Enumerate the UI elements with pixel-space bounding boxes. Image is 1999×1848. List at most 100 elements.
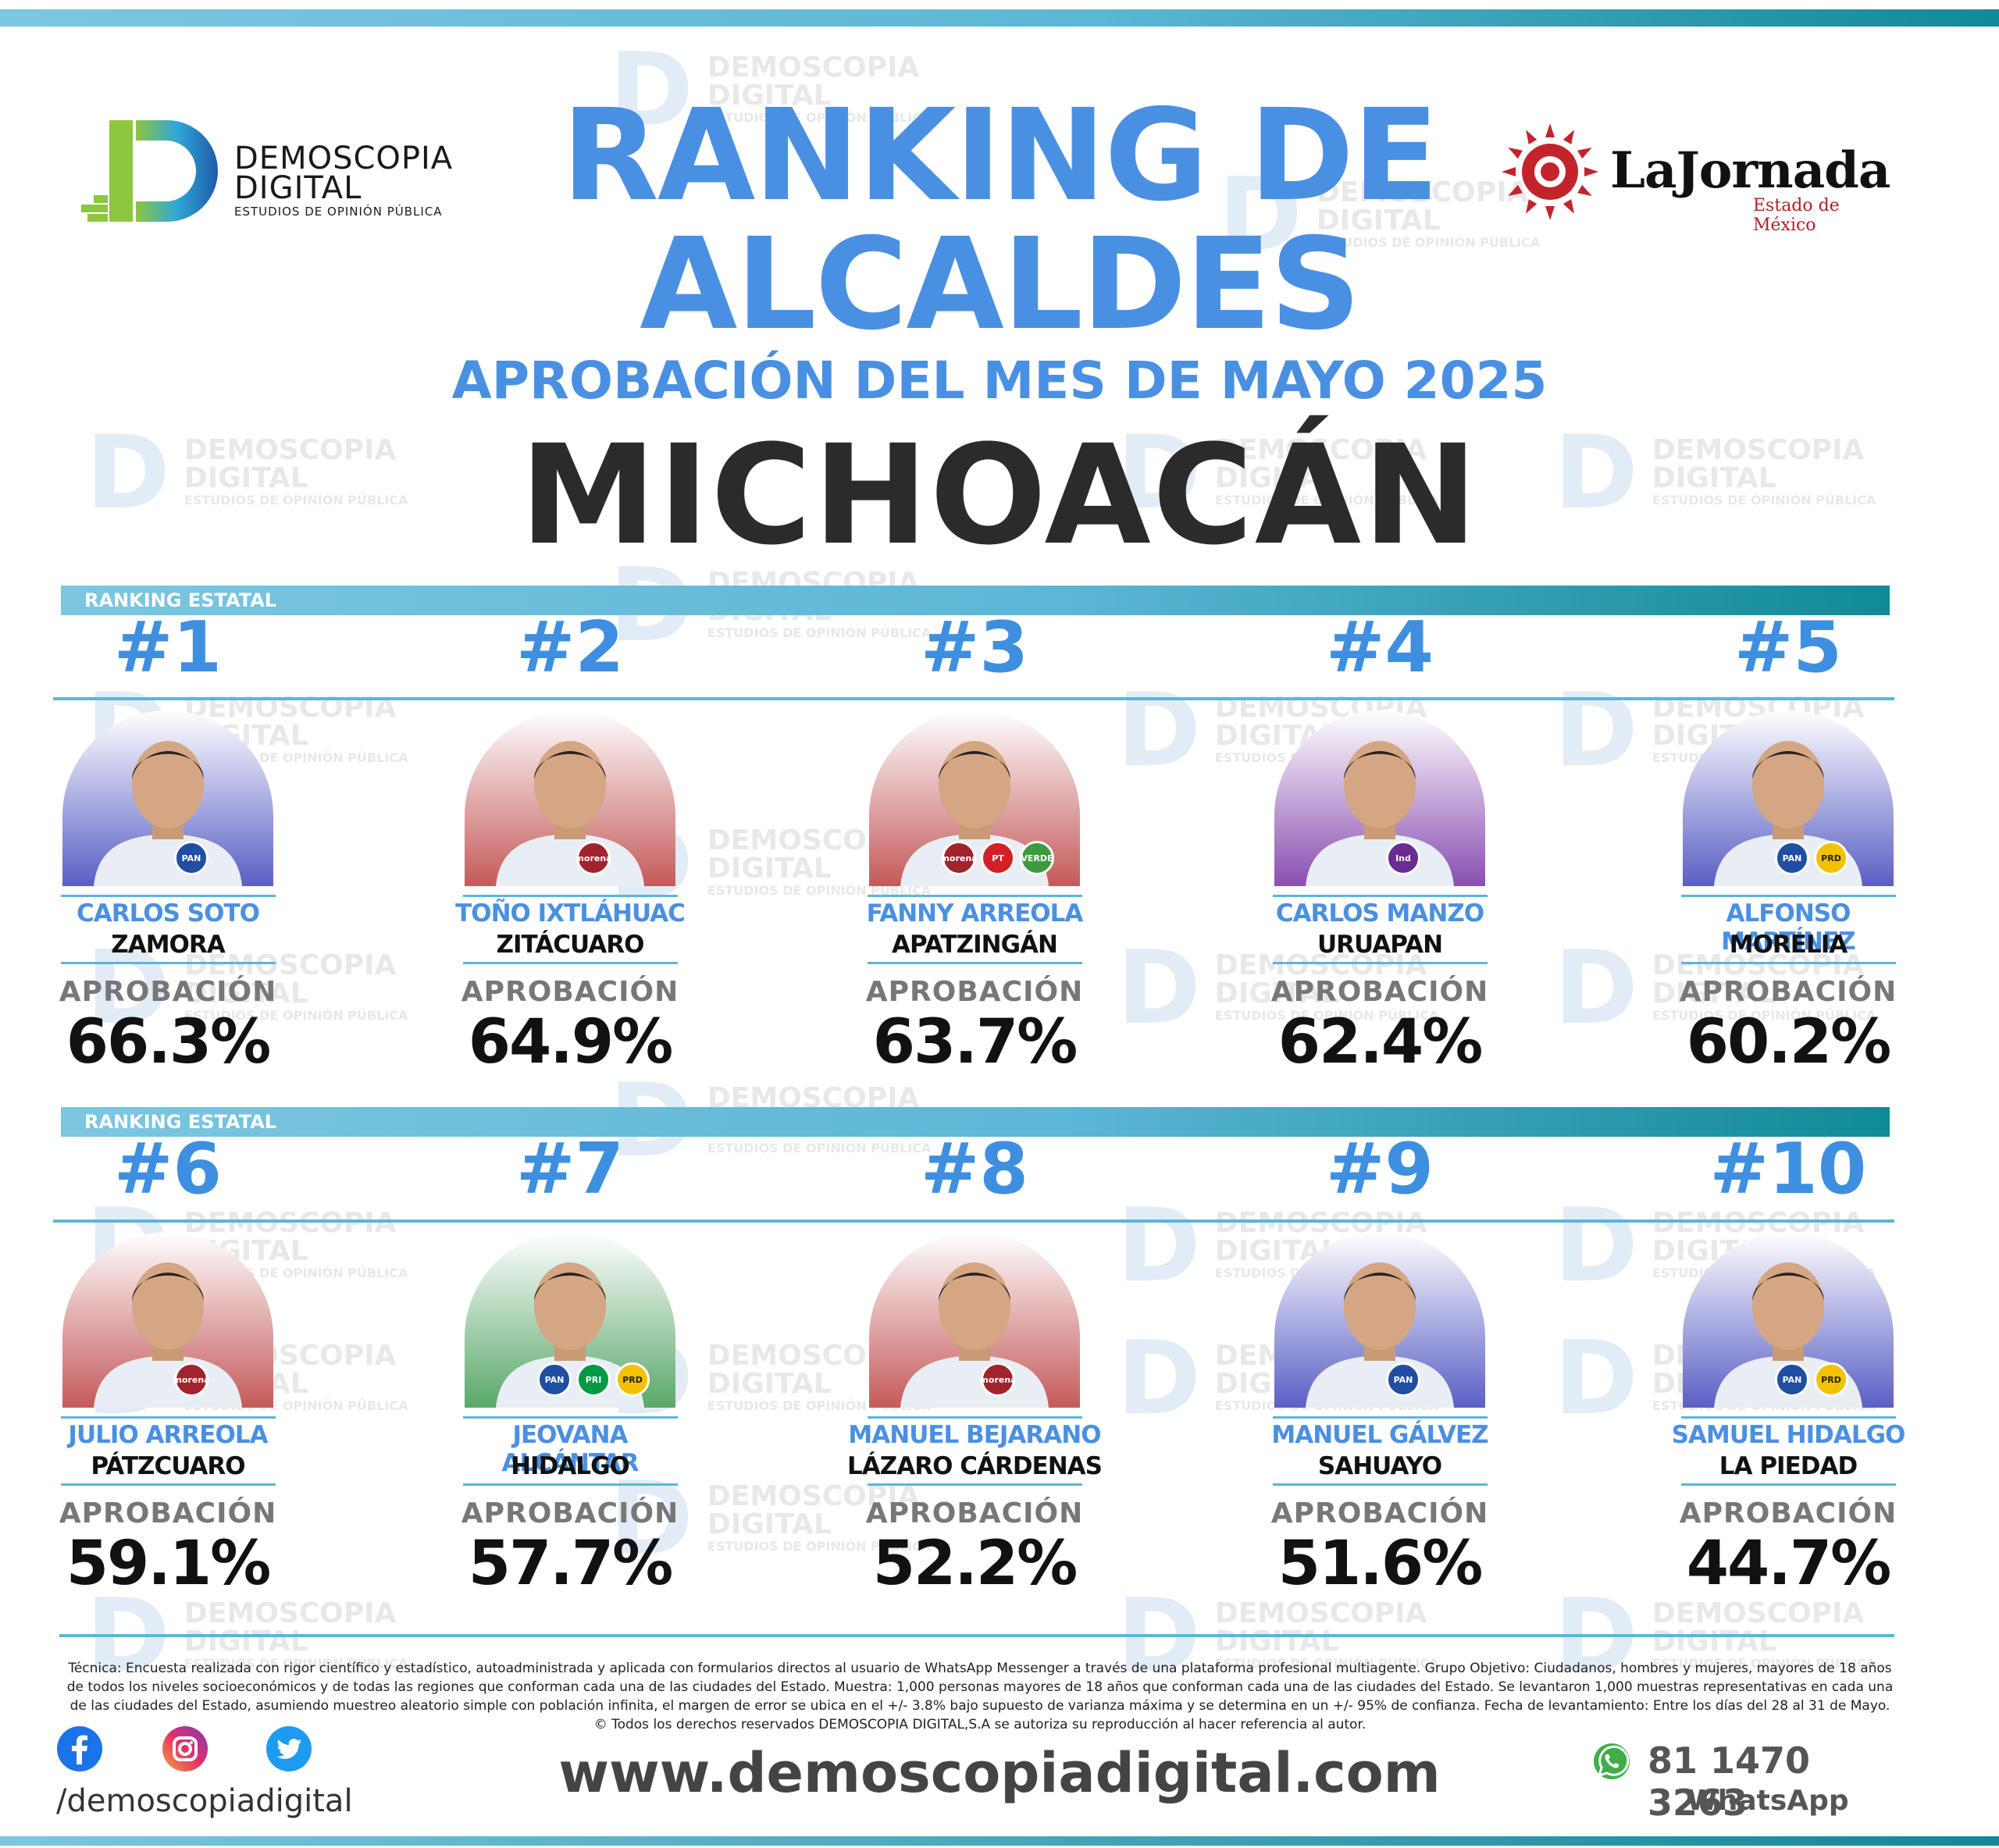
website-url[interactable]: www.demoscopiadigital.com [558,1741,1441,1805]
mayor-name: ALFONSO MARTÍNEZ [1721,899,1856,956]
city-divider [868,962,1082,964]
ranking-bar-label: RANKING ESTATAL [84,589,277,611]
party-badge: PRD [1814,1362,1848,1397]
municipality-name: PÁTZCUARO [91,1452,245,1480]
methodology-note: Técnica: Encuesta realizada con rigor ci… [66,1661,1894,1732]
party-badges: Ind [1386,841,1420,875]
approval-label: APROBACIÓN [1270,976,1489,1008]
watermark-text-line2: DIGITAL [1652,1625,1776,1658]
city-divider [463,1483,678,1486]
mayor-card: #10 PAN PRD SAMUEL HIDALGO LA PIEDAD APROBACI… [1659,1128,1917,1600]
approval-label: APROBACIÓN [865,976,1084,1008]
demoscopia-logo: DEMOSCOPIA DIGITAL ESTUDIOS DE OPINIÓN P… [81,117,487,234]
party-badge: PAN [1775,1362,1809,1397]
whatsapp-contact: 81 1470 3263 WhatsApp [1585,1735,1913,1824]
brand-name-line1: DEMOSCOPIA [234,141,454,176]
watermark-text-line1: DEMOSCOPIA [1652,1597,1865,1629]
rank-number: #9 [1325,1128,1434,1210]
title-line1: RANKING DE [561,83,1439,230]
mayor-name: FANNY ARREOLA [866,899,1084,928]
municipality-name: LÁZARO CÁRDENAS [846,1452,1103,1480]
approval-value: 59.1% [66,1529,272,1599]
approval-value: 66.3% [66,1007,272,1077]
rank-number: #10 [1709,1128,1867,1210]
rank-divider-row2 [53,1220,1894,1223]
party-badge: PAN [174,841,208,875]
approval-label: APROBACIÓN [1679,976,1897,1008]
party-badges: PAN PRD [1775,1362,1848,1397]
mayor-name: MANUEL BEJARANO [848,1421,1101,1449]
city-divider [1681,1483,1896,1486]
city-divider [61,1483,276,1486]
party-badge: morena [173,1362,210,1397]
rank-number: #6 [113,1128,223,1210]
watermark-d-mark: D [1554,1186,1638,1305]
approval-label: APROBACIÓN [461,1497,679,1529]
mayor-card: #8 morena MANUEL BEJARANO LÁZARO CÁRDENAS AP… [846,1131,1103,1600]
footer-divider [59,1634,1894,1637]
party-badges: morena [979,1362,1017,1397]
name-divider [61,1416,276,1419]
watermark-text-line1: DEMOSCOPIA [707,52,920,84]
mayor-photo [1274,1232,1485,1408]
state-title: MICHOACÁN [519,415,1480,575]
name-divider [1273,1416,1488,1419]
party-badge: PAN [537,1362,572,1397]
watermark-d-mark: D [1117,928,1201,1047]
party-badge: morena [979,1362,1017,1397]
name-divider [1681,1416,1896,1419]
party-badge: PAN [1386,1362,1420,1397]
whatsapp-label: WhatsApp [1687,1785,1849,1817]
mayor-photo [465,710,675,886]
approval-value: 63.7% [872,1007,1078,1077]
mayor-name: CARLOS SOTO [77,899,260,928]
instagram-icon[interactable] [162,1725,208,1772]
portrait-illustration [62,710,273,886]
party-badges: morena [173,1362,210,1397]
rank-number: #5 [1734,607,1843,689]
rank-divider-row1 [53,697,1894,700]
la-jornada-logo: LaJornada Estado de México [1499,121,1890,235]
rank-number: #4 [1325,607,1434,689]
approval-value: 57.7% [468,1529,674,1599]
mayor-name: CARLOS MANZO [1275,899,1484,928]
facebook-icon[interactable] [56,1725,103,1772]
party-badge: PAN [1775,841,1809,875]
partner-name: LaJornada [1610,141,1890,200]
portrait-illustration [465,710,675,886]
city-divider [463,962,678,964]
party-badge: PRD [615,1362,650,1397]
party-badge: PRI [576,1362,611,1397]
city-divider [1273,1483,1488,1486]
mayor-photo [869,1232,1080,1408]
city-divider [1273,962,1488,964]
mayor-photo [62,1232,273,1408]
watermark-text-line1: DEMOSCOPIA [184,1597,397,1629]
name-divider [1273,895,1488,897]
twitter-icon[interactable] [265,1725,312,1772]
party-badge: morena [575,841,612,875]
name-divider [868,895,1082,897]
municipality-name: HIDALGO [511,1452,630,1480]
mayor-card: #9 PAN MANUEL GÁLVEZ SAHUAYO APROBACIÓN 51.6% [1251,1128,1509,1600]
social-handle[interactable]: /demoscopiadigital [56,1783,353,1819]
municipality-name: URUAPAN [1317,931,1443,959]
mayor-card: #5 PAN PRD ALFONSO MARTÍNEZ MORELIA APROBACIÓ… [1659,607,1917,1078]
mayor-name: JEOVANA ALCÁNTAR [501,1421,639,1477]
name-divider [868,1416,1082,1419]
mayor-card: #1 PAN CARLOS SOTO ZAMORA APROBACIÓN 66.3% [39,609,297,1078]
demoscopia-d-mark [81,120,218,222]
brand-name-line2: DIGITAL [234,170,362,206]
mayor-card: #7 PAN PRI PRD JEOVANA ALCÁNTAR HIDALGO APROBA… [441,1131,699,1600]
title-line2: ALCALDES [640,212,1361,358]
watermark-d-mark: D [1117,1319,1201,1437]
whatsapp-icon[interactable] [1591,1741,1632,1782]
mayor-card: #4 Ind CARLOS MANZO URUAPAN APROBACIÓN 62.4% [1251,607,1509,1078]
portrait-illustration [1274,1232,1485,1408]
municipality-name: ZITÁCUARO [496,931,645,959]
mayor-card: #6 morena JULIO ARREOLA PÁTZCUARO APROBACIÓN… [39,1128,297,1600]
city-divider [868,1483,1082,1486]
approval-value: 44.7% [1686,1529,1892,1599]
watermark-d-mark: D [1117,671,1201,789]
whatsapp-phone[interactable]: 81 1470 3263 [1648,1739,1811,1824]
